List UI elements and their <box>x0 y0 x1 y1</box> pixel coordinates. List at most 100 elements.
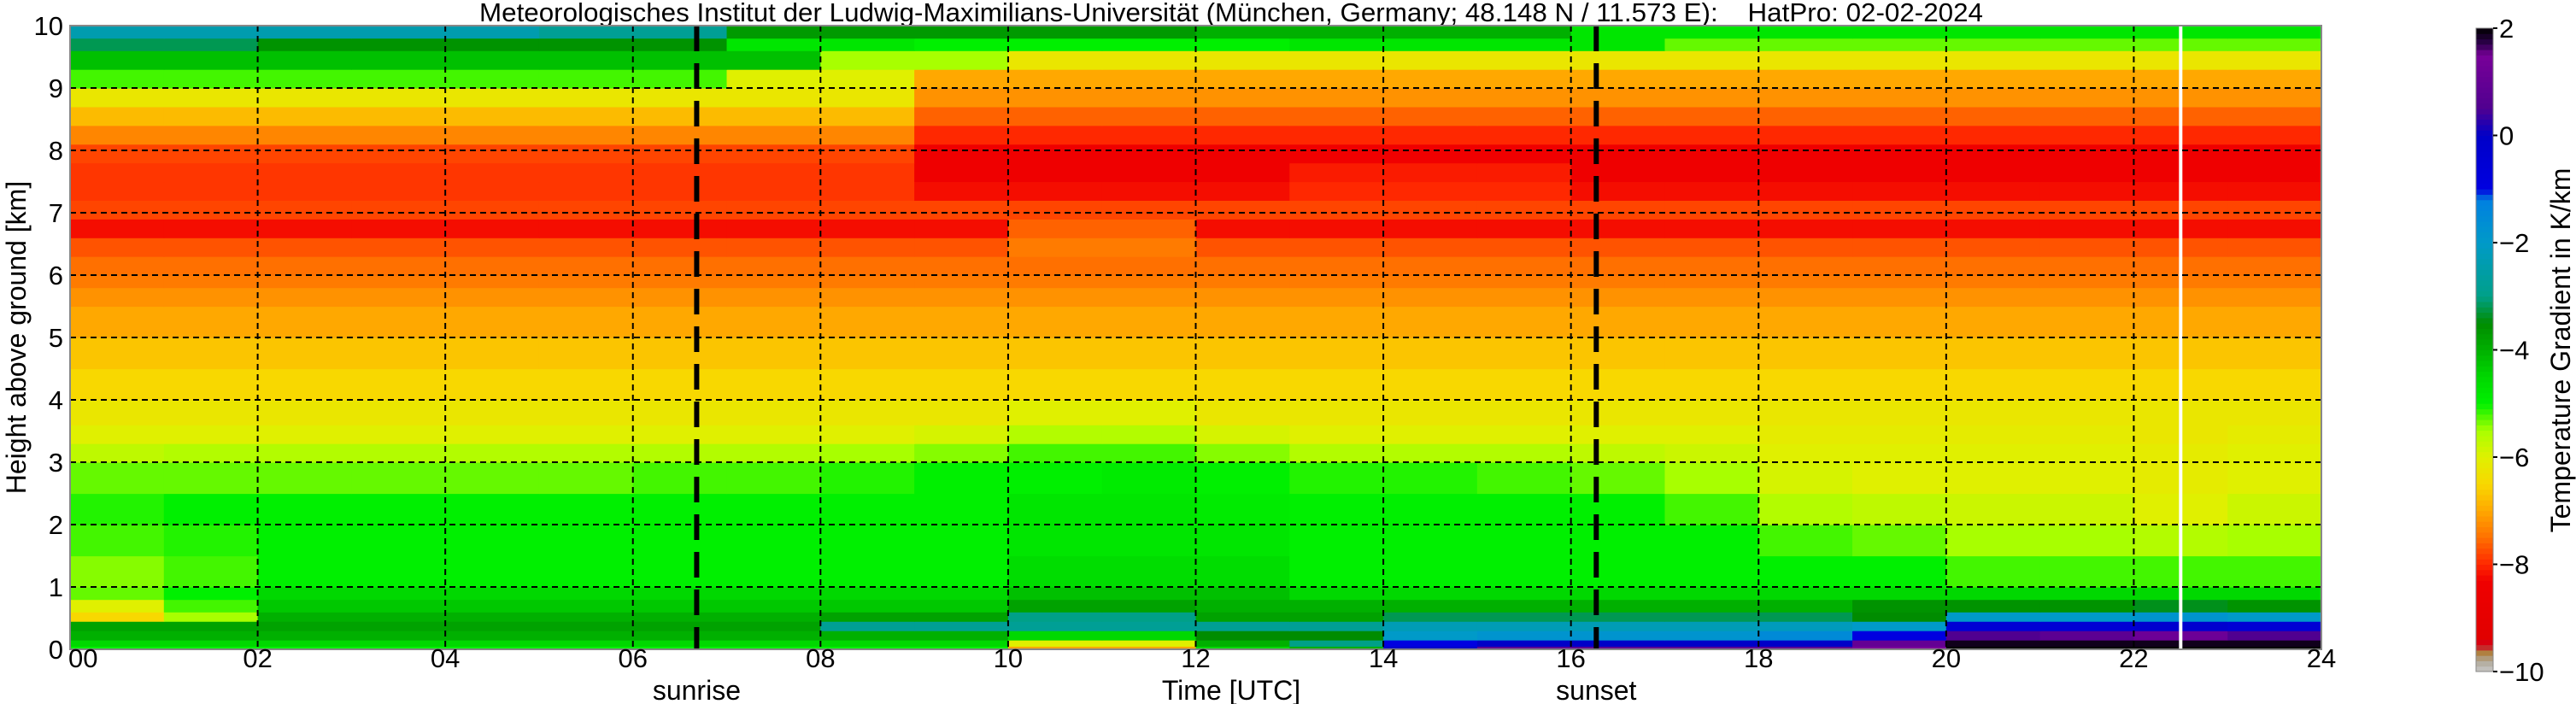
colorbar-tick-label: −4 <box>2499 336 2529 366</box>
heatmap-cell <box>1007 368 1103 401</box>
heatmap-cell <box>1945 50 2041 70</box>
heatmap-cell <box>351 200 446 220</box>
colorbar-segment <box>2476 446 2493 453</box>
heatmap-cell <box>2227 144 2322 164</box>
heatmap-cell <box>726 400 821 425</box>
colorbar-segment <box>2476 312 2493 319</box>
heatmap-cell <box>1852 162 1947 183</box>
heatmap-cell <box>1101 106 1197 126</box>
heatmap-cell <box>726 275 821 289</box>
heatmap-cell <box>1289 50 1384 70</box>
heatmap-cell <box>445 337 540 370</box>
heatmap-cell <box>70 106 165 126</box>
heatmap-cell <box>163 125 259 145</box>
colorbar-segment <box>2476 140 2493 147</box>
heatmap-cell <box>1852 640 1947 647</box>
heatmap-cell <box>445 50 540 70</box>
heatmap-cell <box>1852 425 1947 444</box>
heatmap-cell <box>632 125 728 145</box>
heatmap-cell <box>1945 462 2041 495</box>
heatmap-cell <box>1289 525 1384 557</box>
heatmap-cell <box>1289 200 1384 220</box>
heatmap-cell <box>1476 125 1572 145</box>
colorbar-segment <box>2476 505 2493 512</box>
heatmap-cell <box>632 612 728 622</box>
heatmap-cell <box>1852 219 1947 238</box>
heatmap-cell <box>1570 462 1666 495</box>
x-tick-label: 20 <box>1932 643 1961 673</box>
heatmap-cell <box>351 443 446 463</box>
heatmap-cell <box>1945 443 2041 463</box>
heatmap-cell <box>257 306 352 338</box>
heatmap-cell <box>445 621 540 631</box>
heatmap-cell <box>257 555 352 588</box>
heatmap-cell <box>257 493 352 525</box>
heatmap-cell <box>820 26 915 39</box>
heatmap-cell <box>1101 555 1197 588</box>
colorbar-segment <box>2476 328 2493 335</box>
heatmap-cell <box>726 337 821 370</box>
heatmap-cell <box>1195 106 1290 126</box>
heatmap-cell <box>1758 125 1853 145</box>
heatmap-cell <box>914 425 1009 444</box>
x-tick-label: 00 <box>68 643 97 673</box>
heatmap-cell <box>351 555 446 588</box>
heatmap-cell <box>1101 306 1197 338</box>
heatmap-cell <box>2227 88 2322 108</box>
heatmap-cell <box>1852 256 1947 276</box>
heatmap-cell <box>445 631 540 641</box>
heatmap-cell <box>2039 162 2135 183</box>
heatmap-cell <box>1664 640 1759 647</box>
heatmap-cell <box>1758 587 1853 601</box>
heatmap-cell <box>1195 612 1290 622</box>
heatmap-cell <box>914 640 1009 647</box>
heatmap-cell <box>914 200 1009 220</box>
heatmap-cell <box>70 587 165 601</box>
heatmap-cell <box>1476 256 1572 276</box>
colorbar-segment <box>2476 243 2493 249</box>
heatmap-cell <box>2039 50 2135 70</box>
heatmap-cell <box>2227 26 2322 39</box>
heatmap-cell <box>538 646 634 650</box>
heatmap-cell <box>1945 587 2041 601</box>
heatmap-cell <box>2227 38 2322 51</box>
heatmap-cell <box>1289 26 1384 39</box>
colorbar-segment <box>2476 151 2493 158</box>
heatmap-cell <box>70 493 165 525</box>
heatmap-cell <box>257 238 352 257</box>
x-tick-label: 10 <box>994 643 1023 673</box>
colorbar-segment <box>2476 237 2493 243</box>
colorbar-segment <box>2476 71 2493 77</box>
heatmap-cell <box>351 50 446 70</box>
colorbar-segment <box>2476 596 2493 602</box>
heatmap-cell <box>2227 599 2322 613</box>
x-tick-label: 06 <box>619 643 648 673</box>
heatmap-cell <box>914 462 1009 495</box>
heatmap-cell <box>445 162 540 183</box>
heatmap-cell <box>1852 493 1947 525</box>
heatmap-cell <box>1007 238 1103 257</box>
heatmap-cell <box>1289 181 1384 201</box>
heatmap-cell <box>1945 162 2041 183</box>
heatmap-cell <box>1570 26 1666 39</box>
heatmap-cell <box>1289 69 1384 89</box>
heatmap-cell <box>538 219 634 238</box>
heatmap-cell <box>1852 275 1947 289</box>
heatmap-cell <box>1852 462 1947 495</box>
heatmap-cell <box>726 256 821 276</box>
heatmap-cell <box>163 612 259 622</box>
heatmap-cell <box>257 443 352 463</box>
heatmap-cell <box>1758 555 1853 588</box>
heatmap-cell <box>163 219 259 238</box>
heatmap-cell <box>820 493 915 525</box>
heatmap-cell <box>1758 275 1853 289</box>
y-tick-label: 8 <box>49 136 63 166</box>
heatmap-cell <box>1289 646 1384 650</box>
heatmap-cell <box>257 425 352 444</box>
heatmap-cell <box>726 612 821 622</box>
heatmap-cell <box>1570 287 1666 308</box>
heatmap-cell <box>632 144 728 164</box>
heatmap-cell <box>2039 621 2135 631</box>
colorbar-segment <box>2476 494 2493 501</box>
heatmap-cell <box>257 181 352 201</box>
